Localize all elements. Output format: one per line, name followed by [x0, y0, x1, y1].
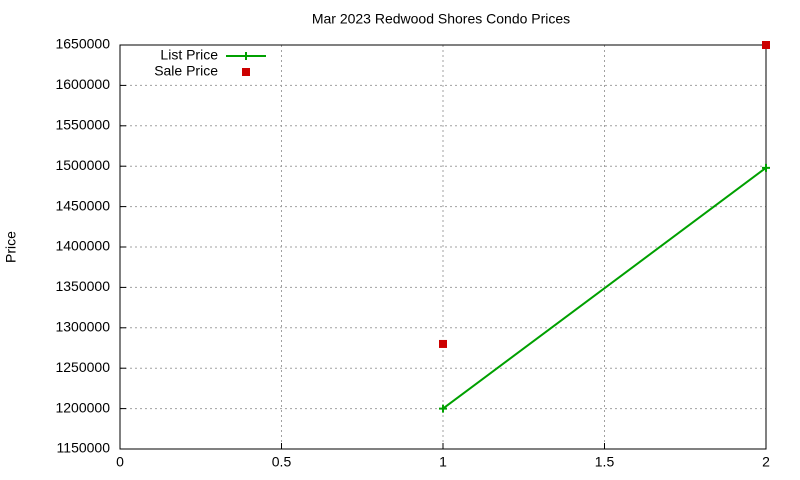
y-tick-label: 1350000: [55, 278, 110, 294]
chart-title: Mar 2023 Redwood Shores Condo Prices: [312, 11, 570, 27]
x-tick-label: 1.5: [595, 454, 615, 470]
point: [762, 163, 770, 172]
x-tick-label: 2: [762, 454, 770, 470]
x-tick-label: 0.5: [272, 454, 292, 470]
legend-label: List Price: [160, 47, 218, 63]
plot-frame: [119, 44, 767, 450]
line: [442, 167, 767, 410]
y-tick-label: 1500000: [55, 157, 110, 173]
y-tick-label: 1150000: [57, 440, 111, 456]
y-tick-label: 1200000: [55, 399, 110, 415]
y-tick-label: 1650000: [55, 36, 110, 52]
point: [439, 339, 447, 348]
x-tick-label: 1: [439, 454, 447, 470]
y-tick-label: 1550000: [55, 117, 110, 133]
y-tick-label: 1450000: [55, 197, 110, 213]
y-tick-label: 1250000: [55, 359, 110, 375]
legend-label: Sale Price: [154, 63, 218, 79]
legend-marker: [242, 52, 250, 60]
y-tick-label: 1300000: [55, 319, 110, 335]
point: [762, 41, 770, 49]
y-tick-label: 1600000: [55, 76, 110, 92]
point: [439, 404, 447, 413]
y-tick-label: 1400000: [55, 238, 110, 254]
x-tick-label: 0: [116, 454, 124, 470]
y-axis-label: Price: [3, 231, 19, 263]
legend-marker: [242, 68, 250, 76]
